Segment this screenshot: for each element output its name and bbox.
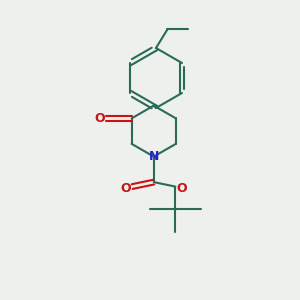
Text: O: O: [120, 182, 131, 195]
Text: O: O: [94, 112, 105, 125]
Text: N: N: [148, 150, 159, 163]
Text: O: O: [177, 182, 187, 195]
